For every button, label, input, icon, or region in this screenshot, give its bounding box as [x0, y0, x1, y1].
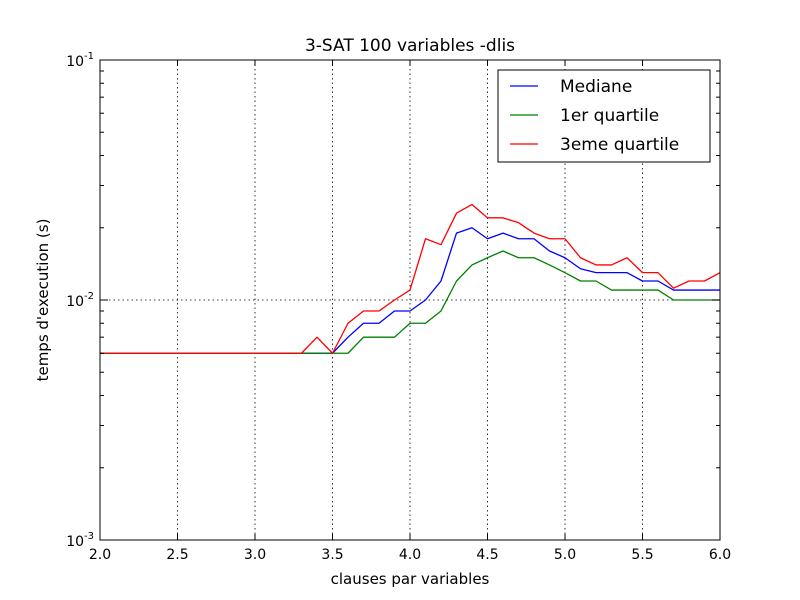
chart-title: 3-SAT 100 variables -dlis	[305, 36, 515, 56]
x-tick-label: 4.0	[399, 547, 421, 563]
x-axis-label: clauses par variables	[331, 570, 490, 588]
x-tick-labels: 2.0 2.5 3.0 3.5 4.0 4.5 5.0 5.5 6.0	[89, 547, 731, 563]
legend: Mediane 1er quartile 3eme quartile	[497, 69, 711, 163]
x-tick-label: 3.0	[244, 547, 266, 563]
x-tick-label: 4.5	[476, 547, 498, 563]
y-tick-label: 10-3	[66, 531, 94, 550]
legend-box	[497, 69, 711, 163]
axis-ticks	[99, 59, 721, 541]
y-tick-label: 10-1	[66, 51, 94, 70]
x-tick-label: 2.5	[166, 547, 188, 563]
x-tick-label: 5.0	[554, 547, 576, 563]
x-tick-label: 5.5	[631, 547, 653, 563]
series-lines	[100, 203, 721, 354]
y-tick-labels: 10-3 10-2 10-1	[66, 51, 94, 550]
y-axis-label: temps d'execution (s)	[34, 219, 52, 382]
y-tick-label: 10-2	[66, 291, 94, 310]
legend-label-mediane: Mediane	[560, 77, 632, 97]
grid-lines	[100, 60, 720, 540]
legend-label-1er-quartile: 1er quartile	[560, 106, 659, 126]
x-tick-label: 3.5	[321, 547, 343, 563]
x-tick-label: 2.0	[89, 547, 111, 563]
legend-label-3eme-quartile: 3eme quartile	[560, 135, 679, 155]
x-tick-label: 6.0	[709, 547, 731, 563]
series-line-3eme-quartile	[100, 203, 721, 354]
